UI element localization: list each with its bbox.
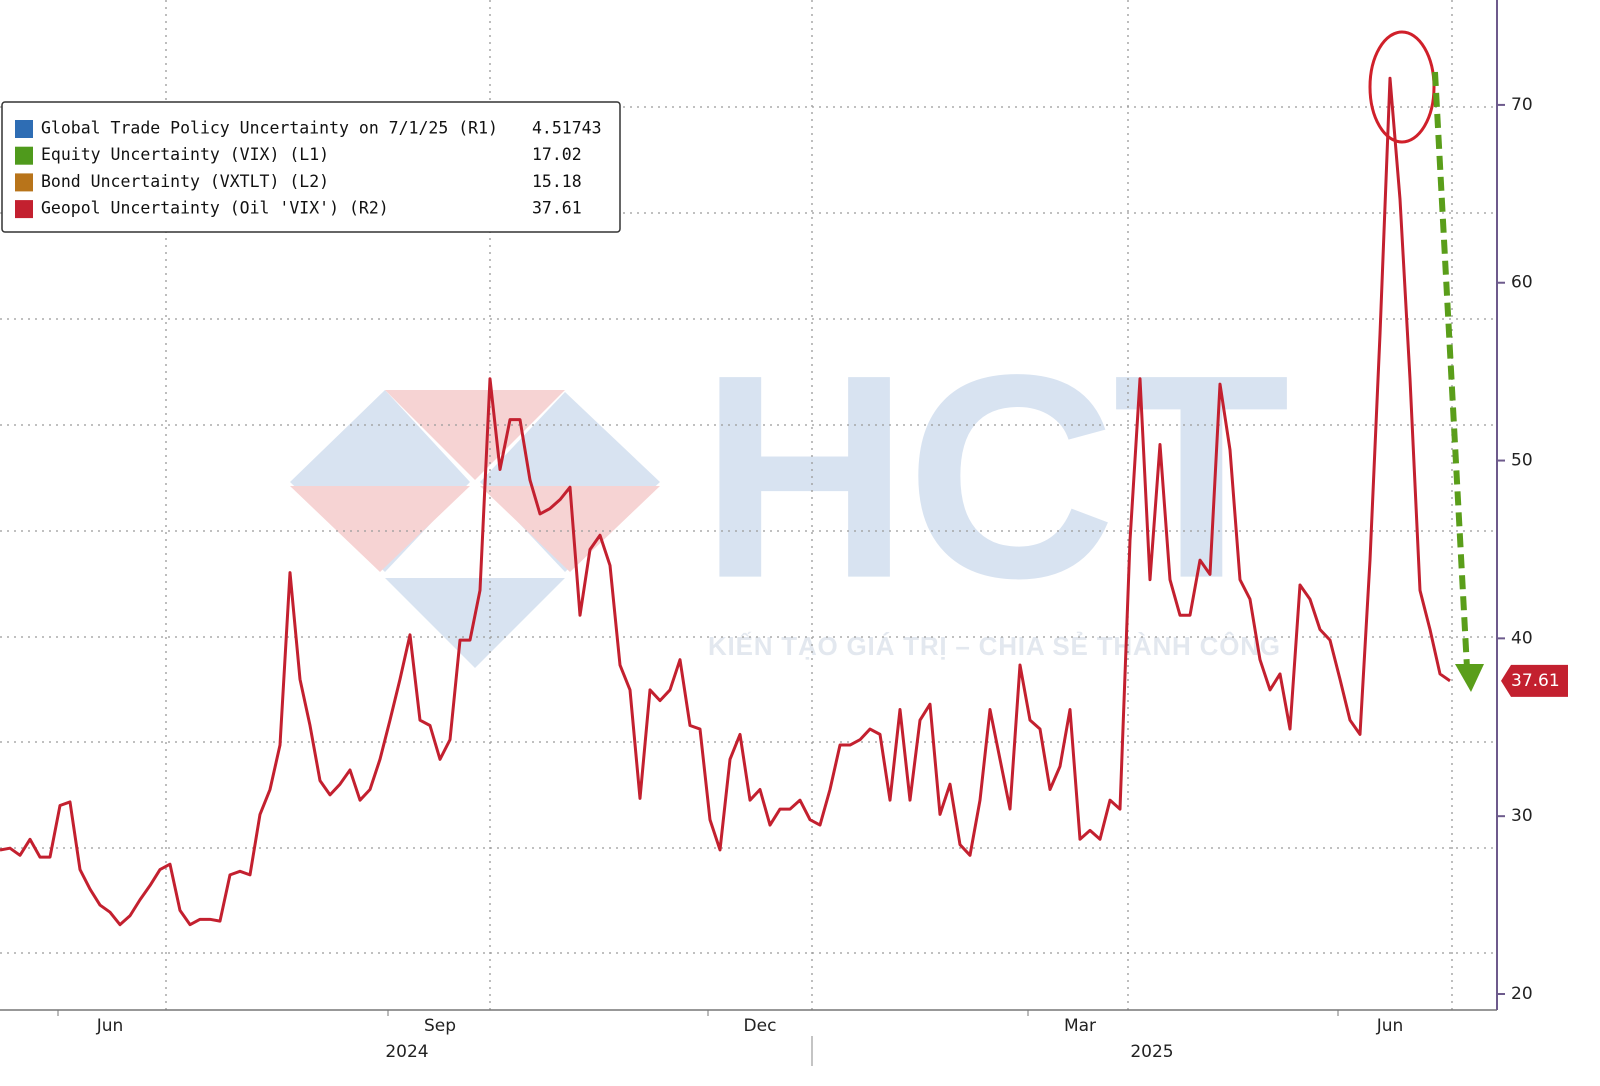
y2-tick-label: 50 (1511, 451, 1533, 471)
logo-shape (480, 486, 660, 572)
legend-swatch (15, 146, 33, 165)
legend-swatch (15, 120, 33, 138)
legend-label: Bond Uncertainty (VXTLT) (L2) (41, 172, 329, 191)
legend-value: 4.51743 (532, 119, 602, 138)
legend-swatch (15, 200, 33, 219)
y2-tick-label: 20 (1511, 984, 1533, 1004)
x-tick-label: Jun (96, 1016, 124, 1036)
x-tick-label: Jun (1376, 1016, 1404, 1036)
plot (0, 76, 1451, 927)
legend-value: 15.18 (532, 172, 582, 191)
y2-tick-label: 70 (1511, 95, 1533, 115)
legend-box (1, 101, 621, 233)
x-group-label: 2024 (385, 1042, 428, 1062)
annotation-arrowhead (1455, 664, 1484, 692)
x-tick-label: Dec (744, 1016, 777, 1036)
highlight-circle (1368, 30, 1436, 144)
legend-value: 37.61 (532, 199, 582, 218)
x-group-label: 2025 (1130, 1042, 1173, 1062)
watermark-tagline: KIẾN TẠO GIÁ TRỊ – CHIA SẺ THÀNH CÔNG (708, 631, 1280, 661)
x-tick-label: Sep (424, 1016, 456, 1036)
x-tick-label: Mar (1064, 1016, 1096, 1036)
y2-tick-label: 40 (1511, 628, 1533, 648)
logo-shape (385, 578, 565, 668)
last-value-label: 37.61 (1511, 671, 1560, 691)
y2-tick-label: 30 (1511, 806, 1533, 826)
annotation-arrow (1432, 71, 1470, 669)
watermark-logo: HCT (700, 315, 1290, 639)
legend: Global Trade Policy Uncertainty on 7/1/2… (1, 101, 621, 233)
legend-label: Geopol Uncertainty (Oil 'VIX') (R2) (41, 199, 389, 218)
legend-label: Equity Uncertainty (VIX) (L1) (41, 145, 329, 164)
logo-shape (385, 390, 565, 480)
legend-label: Global Trade Policy Uncertainty on 7/1/2… (41, 119, 498, 138)
legend-swatch (15, 173, 33, 192)
line-series (0, 76, 1451, 927)
watermark: HCT KIẾN TẠO GIÁ TRỊ – CHIA SẺ THÀNH CÔN… (290, 315, 1290, 668)
last-value-tag (1501, 664, 1568, 697)
logo-shape (290, 486, 470, 572)
y2-tick-label: 60 (1511, 273, 1533, 293)
legend-value: 17.02 (532, 145, 582, 164)
